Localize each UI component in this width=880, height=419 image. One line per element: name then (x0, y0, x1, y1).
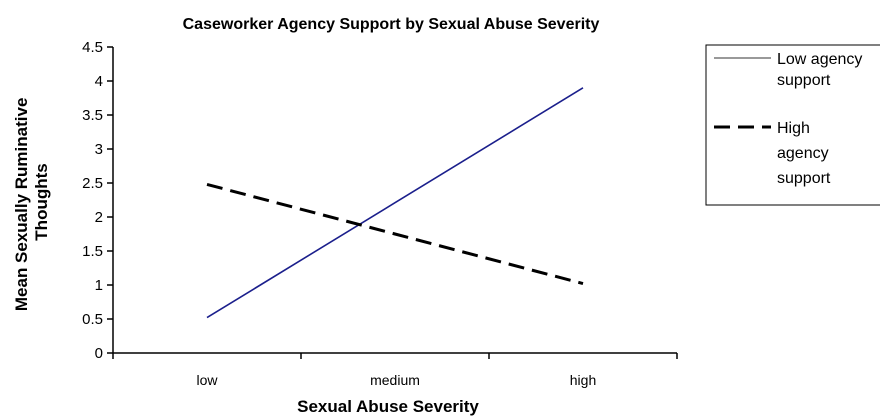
x-tick-label-medium: medium (370, 372, 420, 388)
y-tick-label: 1.5 (82, 243, 103, 260)
legend-label-high-agency-support-line-2: agency (777, 145, 829, 162)
y-tick-label: 3.5 (82, 107, 103, 124)
y-tick-label: 4.5 (82, 39, 103, 56)
y-axis-label-line-1: Mean Sexually Ruminative (12, 98, 31, 312)
y-tick-label: 1 (95, 277, 103, 294)
y-tick-label: 2.5 (82, 175, 103, 192)
y-axis-label-line-2: Thoughts (32, 163, 51, 240)
y-tick-label: 0 (95, 345, 103, 362)
y-tick-label: 3 (95, 141, 103, 158)
legend-label-high-agency-support-line-3: support (777, 170, 831, 187)
series-line-low-agency-support (206, 87, 584, 319)
y-tick-label: 0.5 (82, 311, 103, 328)
legend-label-low-agency-support: Low agency support (777, 51, 867, 89)
chart-title: Caseworker Agency Support by Sexual Abus… (183, 16, 600, 33)
y-axis-label: Mean Sexually Ruminative Thoughts (12, 93, 51, 311)
x-tick-label-high: high (570, 372, 596, 388)
x-axis-label: Sexual Abuse Severity (297, 397, 479, 416)
y-tick-label: 4 (95, 73, 103, 90)
x-tick-label-low: low (196, 372, 218, 388)
legend-label-low-agency-support-line-2: support (777, 72, 831, 89)
y-tick-label: 2 (95, 209, 103, 226)
legend: Low agency support High agency support (705, 44, 880, 206)
series-line-high-agency-support (206, 182, 584, 286)
legend-label-high-agency-support-line-1: High (777, 120, 810, 137)
legend-box (705, 44, 880, 206)
legend-label-high-agency-support: High agency support (777, 120, 833, 187)
plot-area: 0 0.5 1 1.5 2 2.5 3 3.5 4 4.5 low medium high (82, 39, 678, 388)
legend-label-low-agency-support-line-1: Low agency (777, 51, 862, 68)
